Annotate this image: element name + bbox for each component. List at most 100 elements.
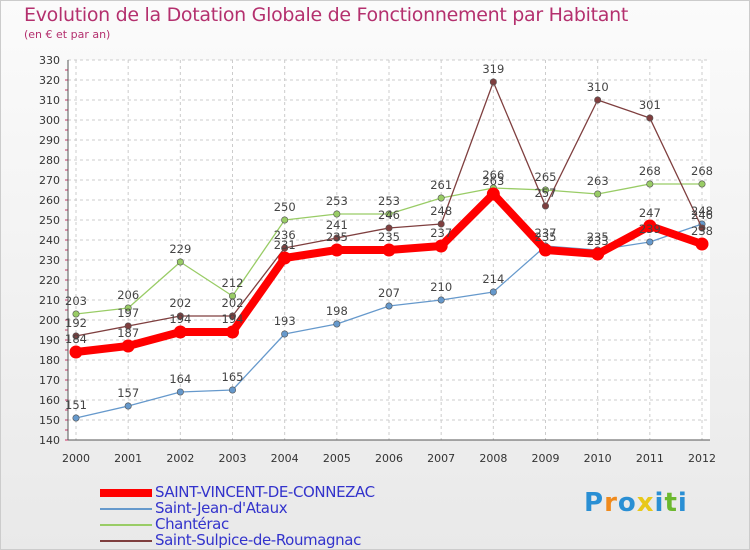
data-label: 268 [639, 164, 661, 178]
data-point [173, 325, 187, 339]
logo-letter: P [584, 488, 605, 518]
data-point [124, 304, 132, 312]
data-point [541, 186, 549, 194]
data-point [72, 310, 80, 318]
legend-item-saint-jean: Saint-Jean-d'Ataux [100, 499, 420, 517]
y-tick-label: 240 [39, 234, 60, 247]
data-point [72, 414, 80, 422]
data-label: 231 [274, 238, 296, 252]
data-label: 250 [274, 200, 296, 214]
data-label: 246 [691, 208, 713, 222]
data-label: 233 [587, 234, 609, 248]
data-point [281, 330, 289, 338]
y-tick-label: 320 [39, 74, 60, 87]
data-label: 253 [326, 194, 348, 208]
data-point [124, 402, 132, 410]
data-label: 236 [274, 228, 296, 242]
data-point [176, 312, 184, 320]
data-point [385, 302, 393, 310]
y-tick-label: 220 [39, 274, 60, 287]
x-tick-label: 2000 [62, 452, 90, 465]
data-point [333, 320, 341, 328]
x-tick-label: 2002 [166, 452, 194, 465]
x-tick-label: 2010 [584, 452, 612, 465]
chart-subtitle: (en € et par an) [24, 28, 111, 41]
y-tick-label: 140 [39, 434, 60, 447]
data-point [229, 386, 237, 394]
y-tick-label: 200 [39, 314, 60, 327]
data-label: 202 [222, 296, 244, 310]
logo-letter: x [636, 488, 655, 518]
data-label: 241 [326, 218, 348, 232]
legend-swatch [100, 508, 152, 510]
legend-label: SAINT-VINCENT-DE-CONNEZAC [155, 483, 375, 501]
data-point [434, 239, 448, 253]
data-label: 214 [482, 272, 504, 286]
logo-letter: t [664, 488, 678, 518]
data-point [229, 292, 237, 300]
data-label: 266 [482, 168, 504, 182]
data-label: 194 [222, 312, 244, 326]
data-label: 157 [117, 386, 139, 400]
data-point [72, 332, 80, 340]
data-point [646, 238, 654, 246]
data-label: 319 [482, 62, 504, 76]
y-tick-label: 280 [39, 154, 60, 167]
data-label: 253 [378, 194, 400, 208]
data-label: 235 [326, 230, 348, 244]
data-point [489, 78, 497, 86]
legend-swatch [100, 540, 152, 542]
data-label: 164 [169, 372, 191, 386]
legend-label: Chantérac [155, 515, 229, 533]
y-tick-label: 250 [39, 214, 60, 227]
legend-item-saint-vincent: SAINT-VINCENT-DE-CONNEZAC [100, 483, 420, 501]
data-point [594, 190, 602, 198]
data-label: 237 [430, 226, 452, 240]
data-label: 184 [65, 332, 87, 346]
x-tick-label: 2007 [427, 452, 455, 465]
data-point [698, 180, 706, 188]
data-label: 193 [274, 314, 296, 328]
data-label: 197 [117, 306, 139, 320]
legend-swatch [100, 524, 152, 526]
data-label: 248 [691, 204, 713, 218]
legend-label: Saint-Jean-d'Ataux [155, 499, 288, 517]
chart-title: Evolution de la Dotation Globale de Fonc… [24, 4, 629, 26]
data-label: 165 [222, 370, 244, 384]
data-label: 261 [430, 178, 452, 192]
data-point [333, 234, 341, 242]
data-label: 263 [587, 174, 609, 188]
x-tick-label: 2008 [479, 452, 507, 465]
data-point [486, 187, 500, 201]
data-point [591, 247, 605, 261]
data-point [541, 202, 549, 210]
data-label: 194 [169, 312, 191, 326]
data-label: 268 [691, 164, 713, 178]
x-tick-label: 2004 [271, 452, 299, 465]
data-label: 198 [326, 304, 348, 318]
data-point [281, 216, 289, 224]
y-tick-label: 210 [39, 294, 60, 307]
data-point [176, 258, 184, 266]
proxiti-logo: Proxiti [584, 488, 688, 518]
legend-item-chanterac: Chantérac [100, 515, 420, 533]
logo-letter: o [617, 488, 637, 518]
data-point [176, 388, 184, 396]
data-point [646, 180, 654, 188]
data-point [385, 224, 393, 232]
data-point [121, 339, 135, 353]
x-tick-label: 2006 [375, 452, 403, 465]
data-label: 202 [169, 296, 191, 310]
data-label: 301 [639, 98, 661, 112]
data-point [124, 322, 132, 330]
data-label: 210 [430, 280, 452, 294]
data-point [437, 194, 445, 202]
data-point [594, 96, 602, 104]
y-tick-label: 270 [39, 174, 60, 187]
y-tick-label: 190 [39, 334, 60, 347]
data-label: 192 [65, 316, 87, 330]
x-tick-label: 2012 [688, 452, 716, 465]
data-label: 248 [430, 204, 452, 218]
y-tick-label: 300 [39, 114, 60, 127]
